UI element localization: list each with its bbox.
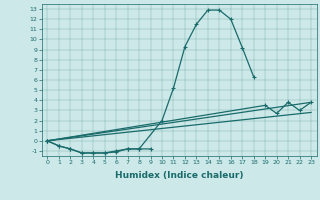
X-axis label: Humidex (Indice chaleur): Humidex (Indice chaleur): [115, 171, 244, 180]
